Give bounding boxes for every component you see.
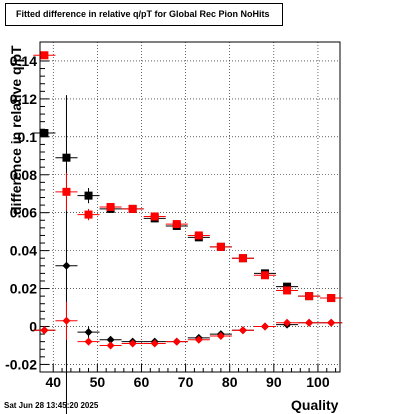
data-point-diamond [84,328,93,337]
data-point-square [194,231,203,240]
data-point-square [128,204,137,213]
data-point-square [261,271,269,280]
x-tick-label: 50 [90,374,106,390]
data-point-diamond [261,322,269,331]
x-axis-label: Quality [291,397,339,413]
x-tick-label: 100 [306,374,330,390]
data-point-diamond [128,339,137,348]
y-tick-label: 0.02 [10,281,37,297]
data-point-diamond [40,326,49,335]
x-tick-label: 90 [266,374,282,390]
data-point-diamond [62,261,71,270]
data-point-square [40,51,49,60]
data-point-diamond [283,318,292,327]
data-point-square [84,191,93,200]
data-point-square [172,220,181,229]
data-point-diamond [194,335,203,344]
data-point-square [40,129,49,138]
data-point-diamond [172,337,181,346]
y-tick-label: -0.02 [5,356,37,372]
y-tick-label: 0.04 [10,243,37,259]
data-point-square [150,212,159,221]
data-point-diamond [84,337,93,346]
y-tick-label: 0.1 [18,129,38,145]
data-point-diamond [106,341,115,350]
y-tick-label: 0 [29,318,37,334]
y-axis-label: difference in relative q/pT [8,45,24,215]
y-tick-label: 0.12 [10,91,37,107]
data-point-square [106,203,115,211]
y-tick-label: 0.06 [10,205,37,221]
data-point-diamond [150,339,159,348]
y-tick-label: 0.08 [10,167,37,183]
x-tick-label: 60 [134,374,150,390]
x-tick-label: 40 [45,374,61,390]
data-point-diamond [216,331,225,340]
data-point-square [62,187,71,196]
data-point-diamond [305,318,314,327]
data-point-square [216,242,225,251]
data-point-diamond [62,316,71,325]
data-point-diamond [106,335,115,344]
plot-frame [39,41,341,373]
data-point-square [238,254,247,263]
data-point-square [84,210,93,219]
data-point-diamond [238,326,247,335]
data-point-diamond [327,318,336,327]
data-point-square [327,294,336,303]
data-point-square [305,292,314,301]
chart-title: Fitted difference in relative q/pT for G… [16,9,270,19]
data-point-square [283,286,292,295]
y-tick-label: 0.14 [10,53,37,69]
chart-title-box: Fitted difference in relative q/pT for G… [5,3,283,26]
x-tick-label: 70 [178,374,194,390]
timestamp-footer: Sat Jun 28 13:45:20 2025 [4,401,99,410]
x-tick-label: 80 [222,374,238,390]
